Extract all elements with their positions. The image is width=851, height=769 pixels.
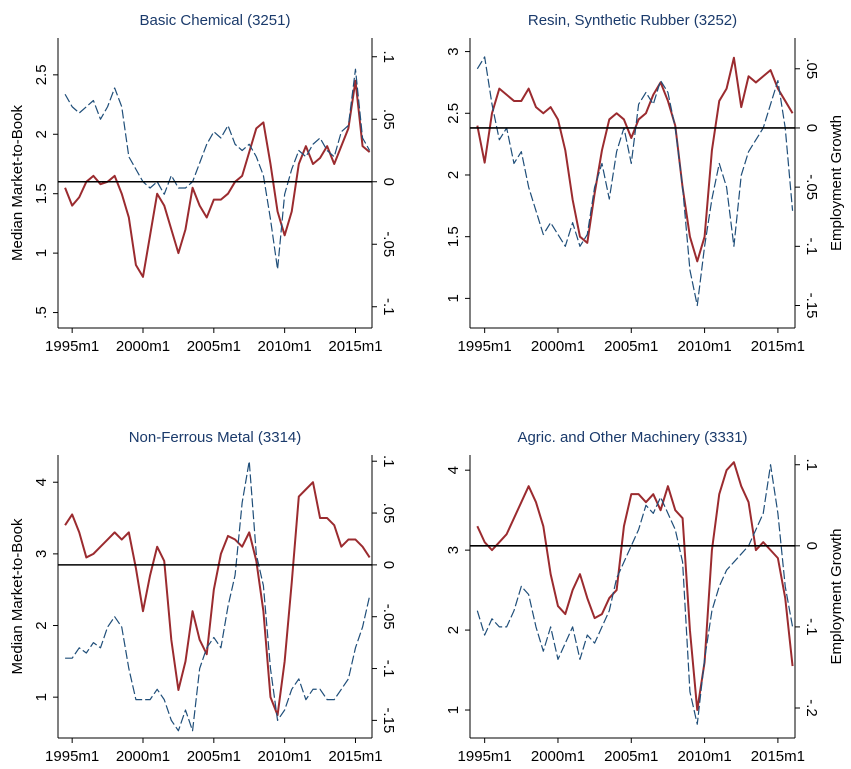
y2-tick-label: 0 <box>803 542 820 550</box>
x-tick-label: 2000m1 <box>116 338 170 355</box>
series-line <box>64 79 371 278</box>
x-tick-label: 1995m1 <box>45 748 99 765</box>
y2-tick-label: .1 <box>380 455 397 468</box>
y-tick-label: 4 <box>33 478 50 486</box>
y-tick-label: 1 <box>445 294 462 302</box>
y2-tick-label: -.2 <box>803 699 820 717</box>
y-tick-label: 2.5 <box>445 103 462 124</box>
panel-title: Basic Chemical (3251) <box>140 12 291 29</box>
y2-tick-label: -.05 <box>380 604 397 630</box>
y2-tick-label: 0 <box>803 124 820 132</box>
x-tick-label: 2010m1 <box>258 748 312 765</box>
y-tick-label: 1.5 <box>445 226 462 247</box>
x-tick-label: 2005m1 <box>604 748 658 765</box>
y2-tick-label: .1 <box>803 458 820 471</box>
x-tick-label: 2000m1 <box>531 748 585 765</box>
x-tick-label: 2010m1 <box>677 748 731 765</box>
series-line <box>476 461 794 712</box>
y-tick-label: 3 <box>445 47 462 55</box>
y2-tick-label: -.05 <box>803 174 820 200</box>
y-tick-label: 3 <box>33 550 50 558</box>
y2-tick-label: -.1 <box>803 618 820 636</box>
series-line <box>476 56 794 307</box>
y-tick-label: 2 <box>445 626 462 634</box>
y2-tick-label: .05 <box>380 109 397 130</box>
y2-axis-label: Employment Growth <box>828 115 845 251</box>
x-tick-label: 2015m1 <box>751 338 805 355</box>
y-tick-label: 2.5 <box>33 64 50 85</box>
series-line <box>476 56 794 263</box>
x-tick-label: 1995m1 <box>45 338 99 355</box>
y2-tick-label: -.15 <box>803 293 820 319</box>
x-tick-label: 1995m1 <box>458 338 512 355</box>
x-tick-label: 2000m1 <box>531 338 585 355</box>
y-axis-label: Median Market-to-Book <box>9 105 26 261</box>
x-tick-label: 1995m1 <box>458 748 512 765</box>
x-tick-label: 2015m1 <box>328 338 382 355</box>
y-tick-label: 1.5 <box>33 183 50 204</box>
y-tick-label: .5 <box>33 306 50 319</box>
y2-tick-label: 0 <box>380 561 397 569</box>
y2-tick-label: -.1 <box>380 660 397 678</box>
y2-tick-label: -.1 <box>803 238 820 256</box>
series-line <box>476 464 794 725</box>
y2-axis-label: Employment Growth <box>828 529 845 665</box>
panel-title: Agric. and Other Machinery (3331) <box>517 429 747 446</box>
x-tick-label: 2005m1 <box>187 748 241 765</box>
y-tick-label: 1 <box>33 693 50 701</box>
y-axis-label: Median Market-to-Book <box>9 518 26 674</box>
series-line <box>65 460 371 732</box>
x-tick-label: 2010m1 <box>258 338 312 355</box>
y2-tick-label: .05 <box>803 58 820 79</box>
x-tick-label: 2000m1 <box>116 748 170 765</box>
panel-title: Non-Ferrous Metal (3314) <box>129 429 302 446</box>
panel-title: Resin, Synthetic Rubber (3252) <box>528 12 737 29</box>
x-tick-label: 2005m1 <box>187 338 241 355</box>
y-tick-label: 2 <box>445 171 462 179</box>
x-tick-label: 2015m1 <box>328 748 382 765</box>
y-tick-label: 3 <box>445 546 462 554</box>
series-line <box>64 481 371 717</box>
y-tick-label: 2 <box>33 621 50 629</box>
y2-tick-label: -.1 <box>380 298 397 316</box>
y2-tick-label: -.05 <box>380 231 397 257</box>
y-tick-label: 1 <box>33 249 50 257</box>
x-tick-label: 2015m1 <box>751 748 805 765</box>
y2-tick-label: .05 <box>380 503 397 524</box>
y-tick-label: 4 <box>445 466 462 474</box>
y2-tick-label: .1 <box>380 50 397 63</box>
y-tick-label: 2 <box>33 130 50 138</box>
y-tick-label: 1 <box>445 706 462 714</box>
x-tick-label: 2005m1 <box>604 338 658 355</box>
series-line <box>64 68 371 270</box>
y2-tick-label: -.15 <box>380 707 397 733</box>
x-tick-label: 2010m1 <box>677 338 731 355</box>
y2-tick-label: 0 <box>380 178 397 186</box>
